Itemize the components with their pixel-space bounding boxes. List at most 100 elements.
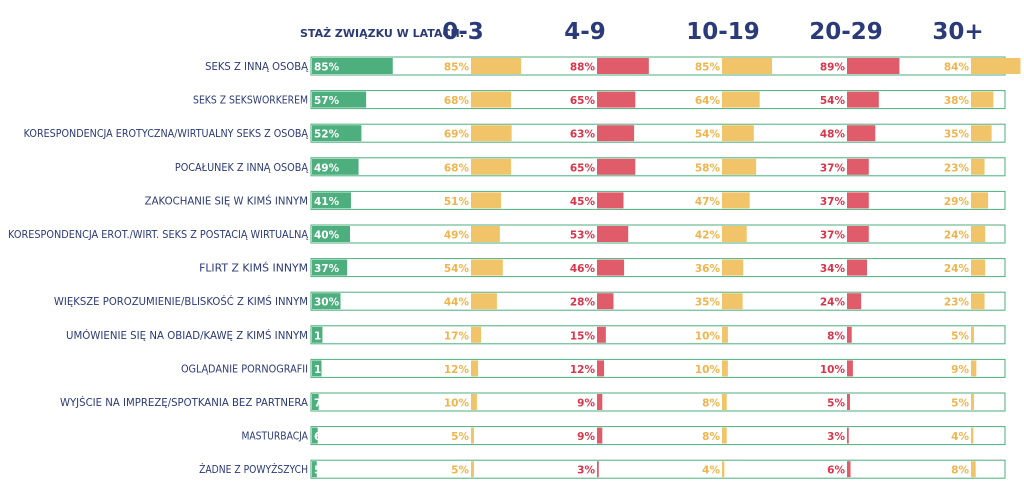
row-outline-sex-other: [310, 56, 1006, 76]
bar-falling-in-love-s3: [722, 192, 750, 209]
bar-lunch-coffee-s1: [471, 326, 482, 343]
value-label-pornography-s2: 12%: [570, 364, 596, 376]
category-label-virtual-character: KORESPONDENCJA EROT./WIRT. SEKS Z POSTAC…: [8, 229, 309, 241]
bar-erotic-correspondence-s1: [471, 125, 512, 142]
bar-party-without-partner-s1: [471, 394, 477, 410]
category-label-sex-other: SEKS Z INNĄ OSOBĄ: [205, 61, 309, 73]
row-outline-flirt: [310, 258, 1006, 278]
bar-none-s4: [847, 461, 851, 478]
category-label-closeness: WIĘKSZE POROZUMIENIE/BLISKOŚĆ Z KIMŚ INN…: [54, 295, 308, 308]
value-label-flirt-s4: 34%: [820, 263, 846, 275]
bar-flirt-s4: [847, 259, 868, 276]
category-label-masturbation: MASTURBACJA: [241, 431, 308, 443]
value-label-flirt-s3: 36%: [695, 263, 721, 275]
value-label-falling-in-love-s1: 51%: [444, 196, 470, 208]
column-heading-30plus: 30+: [932, 19, 984, 45]
bar-masturbation-s3: [722, 427, 727, 444]
value-label-masturbation-s4: 3%: [827, 431, 845, 443]
bar-virtual-character-s0: [312, 226, 350, 242]
bar-erotic-correspondence-s4: [847, 125, 876, 142]
category-label-falling-in-love: ZAKOCHANIE SIĘ W KIMŚ INNYM: [145, 194, 308, 207]
value-label-pornography-s0: 10%: [314, 364, 340, 376]
category-label-flirt: FLIRT Z KIMŚ INNYM: [199, 262, 308, 275]
value-label-none-s3: 4%: [702, 465, 720, 477]
value-label-pornography-s4: 10%: [820, 364, 846, 376]
value-label-pornography-s5: 9%: [951, 364, 969, 376]
column-heading-20-29: 20-29: [809, 19, 883, 45]
bar-sex-other-s2: [597, 58, 649, 74]
bar-erotic-correspondence-s2: [597, 125, 635, 142]
value-label-party-without-partner-s2: 9%: [577, 398, 595, 410]
value-label-flirt-s2: 46%: [570, 263, 596, 275]
value-label-kiss-s1: 68%: [444, 162, 470, 174]
value-label-lunch-coffee-s1: 17%: [444, 330, 470, 342]
value-label-closeness-s4: 24%: [820, 297, 846, 309]
value-label-kiss-s0: 49%: [314, 162, 340, 174]
value-label-sex-worker-s1: 68%: [444, 95, 470, 107]
value-label-masturbation-s3: 8%: [702, 431, 720, 443]
bar-falling-in-love-s5: [971, 192, 989, 209]
value-label-party-without-partner-s5: 5%: [951, 398, 969, 410]
bar-masturbation-s1: [471, 427, 474, 444]
bar-closeness-s1: [471, 293, 497, 310]
value-label-masturbation-s0: 6%: [314, 431, 332, 443]
bar-party-without-partner-s4: [847, 394, 850, 410]
bar-flirt-s2: [597, 259, 625, 276]
value-label-kiss-s5: 23%: [944, 162, 970, 174]
bar-closeness-s3: [722, 293, 743, 310]
bar-falling-in-love-s0: [312, 192, 351, 209]
bar-virtual-character-s2: [597, 226, 629, 242]
value-label-falling-in-love-s4: 37%: [820, 196, 846, 208]
bar-falling-in-love-s2: [597, 192, 624, 209]
value-label-none-s4: 6%: [827, 465, 845, 477]
bar-sex-other-s0: [312, 58, 393, 74]
value-label-flirt-s1: 54%: [444, 263, 470, 275]
bar-none-s0: [312, 461, 317, 478]
relationship-length-heading: STAŻ ZWIĄZKU W LATACH:: [300, 27, 465, 40]
bar-sex-other-s3: [722, 58, 773, 74]
bar-sex-worker-s0: [312, 91, 367, 108]
row-outline-virtual-character: [310, 224, 1006, 244]
bar-sex-other-s5: [971, 58, 1021, 74]
value-label-lunch-coffee-s3: 10%: [695, 330, 721, 342]
bar-none-s1: [471, 461, 474, 478]
bar-kiss-s3: [722, 158, 757, 175]
category-label-pornography: OGLĄDANIE PORNOGRAFII: [181, 363, 308, 375]
row-outline-none: [310, 459, 1006, 479]
bar-erotic-correspondence-s0: [312, 125, 362, 142]
value-label-virtual-character-s4: 37%: [820, 230, 846, 242]
value-label-masturbation-s1: 5%: [451, 431, 469, 443]
value-label-sex-other-s2: 88%: [570, 62, 596, 74]
column-heading-10-19: 10-19: [686, 19, 760, 45]
bar-closeness-s0: [312, 293, 341, 310]
value-label-virtual-character-s5: 24%: [944, 230, 970, 242]
bar-virtual-character-s3: [722, 226, 747, 242]
value-label-masturbation-s2: 9%: [577, 431, 595, 443]
row-outline-falling-in-love: [310, 190, 1006, 210]
category-label-sex-worker: SEKS Z SEKSWORKEREM: [193, 95, 308, 107]
bar-pornography-s0: [312, 360, 322, 377]
bar-virtual-character-s1: [471, 226, 500, 242]
bar-virtual-character-s5: [971, 226, 986, 242]
value-label-lunch-coffee-s5: 5%: [951, 330, 969, 342]
value-label-pornography-s3: 10%: [695, 364, 721, 376]
bar-falling-in-love-s1: [471, 192, 502, 209]
bar-kiss-s4: [847, 158, 869, 175]
value-label-falling-in-love-s3: 47%: [695, 196, 721, 208]
value-label-virtual-character-s3: 42%: [695, 230, 721, 242]
value-label-none-s1: 5%: [451, 465, 469, 477]
column-heading-4-9: 4-9: [564, 19, 606, 45]
value-label-kiss-s3: 58%: [695, 162, 721, 174]
value-label-sex-other-s4: 89%: [820, 62, 846, 74]
bar-erotic-correspondence-s5: [971, 125, 992, 142]
bar-closeness-s5: [971, 293, 985, 310]
bar-kiss-s0: [312, 158, 359, 175]
value-label-sex-other-s1: 85%: [444, 62, 470, 74]
bar-pornography-s1: [471, 360, 479, 377]
value-label-party-without-partner-s3: 8%: [702, 398, 720, 410]
bar-sex-worker-s4: [847, 91, 879, 108]
bar-sex-worker-s5: [971, 91, 994, 108]
value-label-sex-other-s3: 85%: [695, 62, 721, 74]
value-label-party-without-partner-s0: 7%: [314, 398, 332, 410]
